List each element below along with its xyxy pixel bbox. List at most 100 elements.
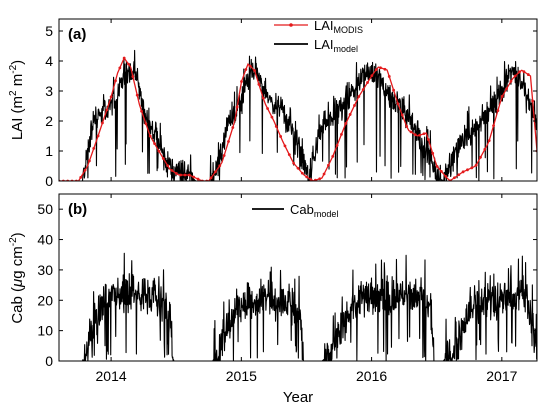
y-tick-label: 20 xyxy=(37,292,53,308)
series-marker xyxy=(461,170,465,174)
series-marker xyxy=(227,140,230,143)
series-marker xyxy=(253,69,256,72)
svg-text:LAI (m2 m-2): LAI (m2 m-2) xyxy=(8,60,26,140)
y-tick-label: 30 xyxy=(37,262,53,278)
panel-b-ylabel-main: Cab ( xyxy=(9,287,26,324)
series-marker xyxy=(422,132,426,136)
panel-b-label: (b) xyxy=(68,201,87,218)
y-tick-label: 10 xyxy=(37,323,53,339)
series-marker xyxy=(479,155,482,159)
series-marker xyxy=(309,178,313,181)
series-marker xyxy=(283,144,287,148)
series-marker xyxy=(344,122,348,125)
series-marker xyxy=(440,170,443,173)
x-tick-label: 2016 xyxy=(356,368,387,384)
series-marker xyxy=(279,135,283,138)
series-marker xyxy=(118,66,122,70)
series-marker xyxy=(418,133,422,137)
series-line-cab-model xyxy=(59,252,537,361)
series-marker xyxy=(292,161,296,165)
panel-a-series xyxy=(59,49,537,181)
series-marker xyxy=(340,132,343,136)
series-marker xyxy=(257,82,261,86)
panel-a-label: (a) xyxy=(68,26,86,43)
y-tick-label: 0 xyxy=(45,173,53,189)
series-marker xyxy=(457,173,461,177)
y-tick-label: 40 xyxy=(37,232,53,248)
series-marker xyxy=(131,75,135,78)
series-marker xyxy=(505,87,508,91)
series-marker xyxy=(287,153,291,157)
panel-a-axes-box xyxy=(58,18,538,182)
series-marker xyxy=(83,168,87,172)
series-marker xyxy=(135,93,139,97)
series-marker xyxy=(92,147,96,150)
series-marker xyxy=(261,96,265,100)
series-marker xyxy=(88,159,91,163)
panel-b-yticks: 0 10 20 30 40 50 xyxy=(37,201,537,369)
series-marker xyxy=(348,113,352,116)
panel-b-ylabel: Cab (μg cm-2) xyxy=(8,232,26,323)
series-marker xyxy=(179,173,183,177)
series-marker xyxy=(483,147,487,151)
y-tick-label: 50 xyxy=(37,201,53,217)
series-marker xyxy=(396,102,400,106)
series-marker xyxy=(266,107,269,110)
series-marker xyxy=(526,73,530,76)
series-marker xyxy=(470,166,474,170)
series-marker xyxy=(357,95,361,98)
series-marker xyxy=(453,176,456,180)
panel-b-ylabel-mid: g cm xyxy=(9,246,26,279)
panel-a-legend: LAIMODIS LAImodel xyxy=(274,18,363,54)
x-tick-label: 2017 xyxy=(486,368,517,384)
series-marker xyxy=(335,143,339,147)
series-marker xyxy=(231,126,235,129)
series-marker xyxy=(518,70,522,74)
panel-a-ylabel-sup2: -2 xyxy=(8,64,19,73)
panel-a-ylabel-mid: m xyxy=(9,74,26,91)
series-marker xyxy=(235,105,239,109)
series-marker xyxy=(400,113,404,117)
legend-lai-modis-text: LAIMODIS xyxy=(314,18,363,35)
series-line-lai-model xyxy=(59,49,537,181)
series-marker xyxy=(140,109,143,113)
series-marker xyxy=(318,177,322,181)
series-marker xyxy=(353,104,356,107)
series-marker xyxy=(192,175,196,179)
series-marker xyxy=(431,151,435,155)
series-marker xyxy=(466,168,469,172)
series-marker xyxy=(170,169,174,172)
y-tick-label: 1 xyxy=(45,143,53,159)
series-marker xyxy=(174,171,178,175)
y-tick-label: 3 xyxy=(45,83,53,99)
series-marker xyxy=(387,75,391,78)
series-marker xyxy=(109,95,113,99)
series-marker xyxy=(166,164,170,167)
series-marker xyxy=(383,67,387,71)
series-marker xyxy=(274,125,278,128)
series-marker xyxy=(492,124,495,128)
series-marker xyxy=(209,176,213,180)
series-marker xyxy=(509,79,513,83)
series-marker xyxy=(183,173,187,177)
series-marker xyxy=(148,134,152,138)
panel-b-series xyxy=(59,252,537,361)
series-marker xyxy=(444,175,448,178)
series-marker xyxy=(405,124,409,128)
series-marker xyxy=(496,109,500,113)
panel-b-legend: Cabmodel xyxy=(252,202,338,219)
series-marker xyxy=(122,56,126,60)
series-marker xyxy=(214,170,217,174)
y-tick-label: 5 xyxy=(45,23,53,39)
x-axis-label: Year xyxy=(283,389,313,406)
series-marker xyxy=(196,177,200,181)
series-marker xyxy=(392,88,395,92)
series-marker xyxy=(222,154,226,157)
panel-a-ylabel-end: ) xyxy=(9,60,26,65)
panel-b-axes-box xyxy=(58,193,538,362)
y-tick-label: 0 xyxy=(45,353,53,369)
series-marker xyxy=(374,68,378,71)
y-tick-label: 2 xyxy=(45,113,53,129)
